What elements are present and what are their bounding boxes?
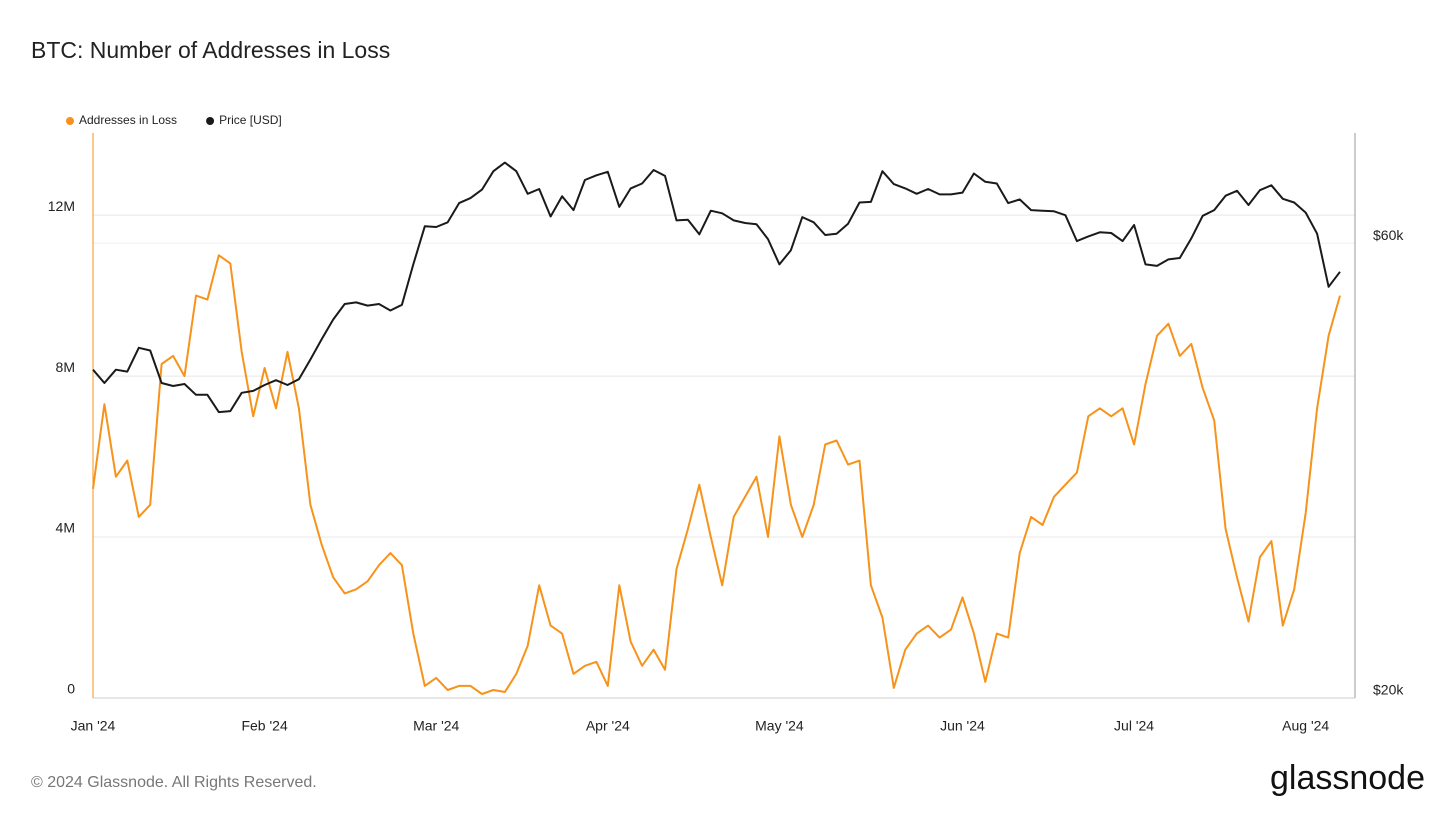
x-tick-label: Mar '24 — [413, 718, 459, 734]
y-tick-label: 0 — [67, 681, 75, 697]
x-tick-label: May '24 — [755, 718, 804, 734]
legend-label: Addresses in Loss — [79, 113, 177, 127]
legend-label: Price [USD] — [219, 113, 282, 127]
brand-logo: glassnode — [1270, 759, 1425, 797]
y-tick-label: 12M — [48, 198, 75, 214]
x-tick-label: Jun '24 — [940, 718, 985, 734]
legend-marker — [206, 117, 215, 125]
x-tick-label: Feb '24 — [241, 718, 287, 734]
y-tick-label: 4M — [56, 520, 75, 536]
x-tick-label: Aug '24 — [1282, 718, 1329, 734]
chart-title: BTC: Number of Addresses in Loss — [31, 37, 390, 63]
x-tick-label: Jan '24 — [71, 718, 116, 734]
series-line — [92, 254, 1341, 695]
y-tick-label: 8M — [56, 359, 75, 375]
legend-marker — [66, 117, 74, 125]
x-tick-label: Apr '24 — [586, 718, 630, 734]
y2-tick-label: $60k — [1373, 227, 1404, 243]
y2-tick-label: $20k — [1373, 682, 1404, 698]
series-line — [92, 161, 1341, 414]
footer: © 2024 Glassnode. All Rights Reserved. — [31, 774, 317, 791]
x-tick-label: Jul '24 — [1114, 718, 1154, 734]
